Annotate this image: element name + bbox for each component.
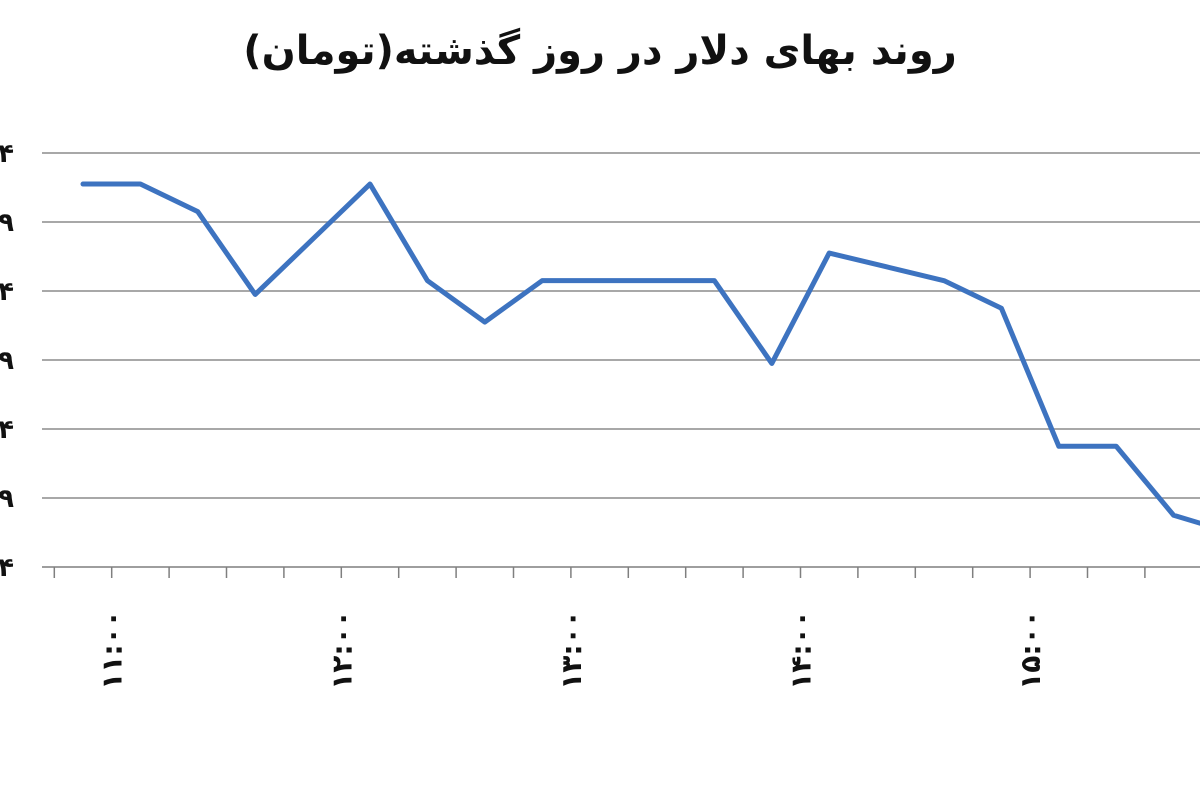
y-tick-label: ۴ xyxy=(0,277,14,307)
y-tick-label: ۴ xyxy=(0,553,14,583)
x-tick-label: ۱۵:۰۰ xyxy=(1014,610,1047,690)
x-axis xyxy=(53,567,1146,578)
x-axis-labels: ۱۱:۰۰ ۱۲:۰۰ ۱۳:۰۰ ۱۴:۰۰ ۱۵:۰۰ xyxy=(96,610,1047,690)
x-tick-label: ۱۳:۰۰ xyxy=(555,610,588,690)
y-tick-label: ۴ xyxy=(0,139,14,169)
gridlines xyxy=(42,152,1200,568)
y-tick-label: ۹ xyxy=(0,208,14,238)
y-tick-label: ۴ xyxy=(0,415,14,445)
chart-title: روند بهای دلار در روز گذشته(تومان) xyxy=(243,28,957,74)
x-tick-label: ۱۲:۰۰ xyxy=(325,610,358,690)
y-axis-labels: ۴ ۹ ۴ ۹ ۴ ۹ ۴ xyxy=(0,139,14,583)
y-tick-label: ۹ xyxy=(0,484,14,514)
x-tick-label: ۱۱:۰۰ xyxy=(96,610,129,690)
series-layer xyxy=(80,181,1200,526)
x-tick-label: ۱۴:۰۰ xyxy=(785,610,818,690)
series-line xyxy=(80,181,1200,526)
y-tick-label: ۹ xyxy=(0,346,14,376)
